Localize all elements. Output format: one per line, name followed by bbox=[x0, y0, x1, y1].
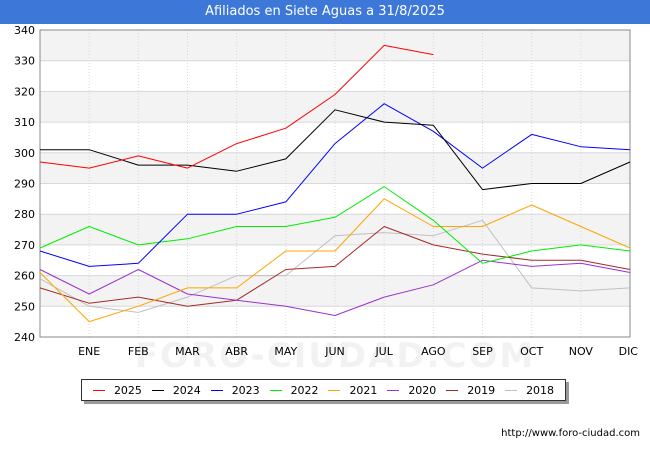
legend-swatch bbox=[328, 389, 341, 391]
legend-label: 2023 bbox=[231, 383, 260, 397]
x-tick-label: DIC bbox=[619, 345, 639, 358]
x-tick-label: NOV bbox=[569, 345, 594, 358]
series-line-2021 bbox=[39, 198, 631, 323]
y-tick-label: 260 bbox=[14, 270, 35, 283]
series-line-2025 bbox=[39, 44, 434, 169]
x-tick-label: ABR bbox=[225, 345, 248, 358]
legend-label: 2020 bbox=[408, 383, 437, 397]
series-line-2018 bbox=[39, 219, 631, 313]
legend-label: 2022 bbox=[290, 383, 319, 397]
legend-item-2023: 2023 bbox=[210, 383, 260, 397]
y-tick-label: 250 bbox=[14, 300, 35, 313]
y-tick-label: 290 bbox=[14, 178, 35, 191]
y-tick-label: 300 bbox=[14, 147, 35, 160]
x-tick-label: ENE bbox=[78, 345, 100, 358]
source-credit: http://www.foro-ciudad.com bbox=[501, 428, 640, 439]
y-tick-label: 320 bbox=[14, 85, 35, 98]
legend-item-2020: 2020 bbox=[387, 384, 436, 397]
chart-legend: 2025 2024 2023 2022 2021 2020 2019 2018 bbox=[81, 379, 566, 401]
line-chart: FORO-CIUDAD.COM 240 250 260 270 280 290 300 310 3… bbox=[14, 24, 639, 376]
x-tick-label: JUL bbox=[374, 345, 393, 358]
legend-swatch bbox=[446, 389, 459, 391]
legend-label: 2021 bbox=[349, 383, 378, 397]
y-tick-label: 240 bbox=[14, 331, 35, 344]
y-tick-label: 310 bbox=[14, 116, 35, 129]
legend-swatch bbox=[210, 389, 223, 391]
watermark-text: FORO-CIUDAD.COM bbox=[135, 336, 536, 376]
legend-swatch bbox=[269, 389, 282, 391]
series-line-2024 bbox=[40, 109, 631, 191]
legend-label: 2018 bbox=[526, 383, 555, 397]
chart-title: Afiliados en Siete Aguas a 31/8/2025 bbox=[0, 0, 650, 24]
legend-item-2021: 2021 bbox=[328, 384, 377, 397]
x-tick-label: JUN bbox=[324, 345, 345, 358]
legend-item-2022: 2022 bbox=[269, 383, 319, 397]
legend-item-2018: 2018 bbox=[505, 384, 554, 397]
legend-label: 2019 bbox=[467, 383, 496, 397]
plot-frame bbox=[39, 29, 631, 338]
series-line-2023 bbox=[39, 103, 631, 267]
legend-item-2025: 2025 bbox=[92, 383, 142, 397]
series-line-2019 bbox=[39, 226, 631, 307]
y-tick-label: 270 bbox=[14, 239, 35, 252]
x-tick-label: MAR bbox=[175, 345, 200, 358]
legend-label: 2025 bbox=[113, 383, 142, 397]
series-line-2020 bbox=[39, 259, 631, 316]
legend-label: 2024 bbox=[172, 383, 201, 397]
y-tick-label: 340 bbox=[14, 24, 35, 37]
legend-swatch bbox=[151, 389, 164, 391]
y-tick-label: 280 bbox=[14, 208, 35, 221]
legend-item-2024: 2024 bbox=[151, 383, 201, 397]
x-tick-label: MAY bbox=[274, 345, 297, 358]
legend-item-2019: 2019 bbox=[446, 384, 495, 397]
y-tick-label: 330 bbox=[14, 55, 35, 68]
x-tick-label: SEP bbox=[472, 345, 493, 358]
grid-band bbox=[40, 275, 630, 307]
legend-swatch bbox=[505, 389, 518, 391]
x-tick-label: AGO bbox=[421, 345, 446, 358]
x-tick-label: FEB bbox=[128, 345, 149, 358]
legend-swatch bbox=[387, 389, 400, 391]
legend-swatch bbox=[92, 389, 105, 391]
series-line-2022 bbox=[39, 186, 631, 264]
x-tick-label: OCT bbox=[520, 345, 543, 358]
